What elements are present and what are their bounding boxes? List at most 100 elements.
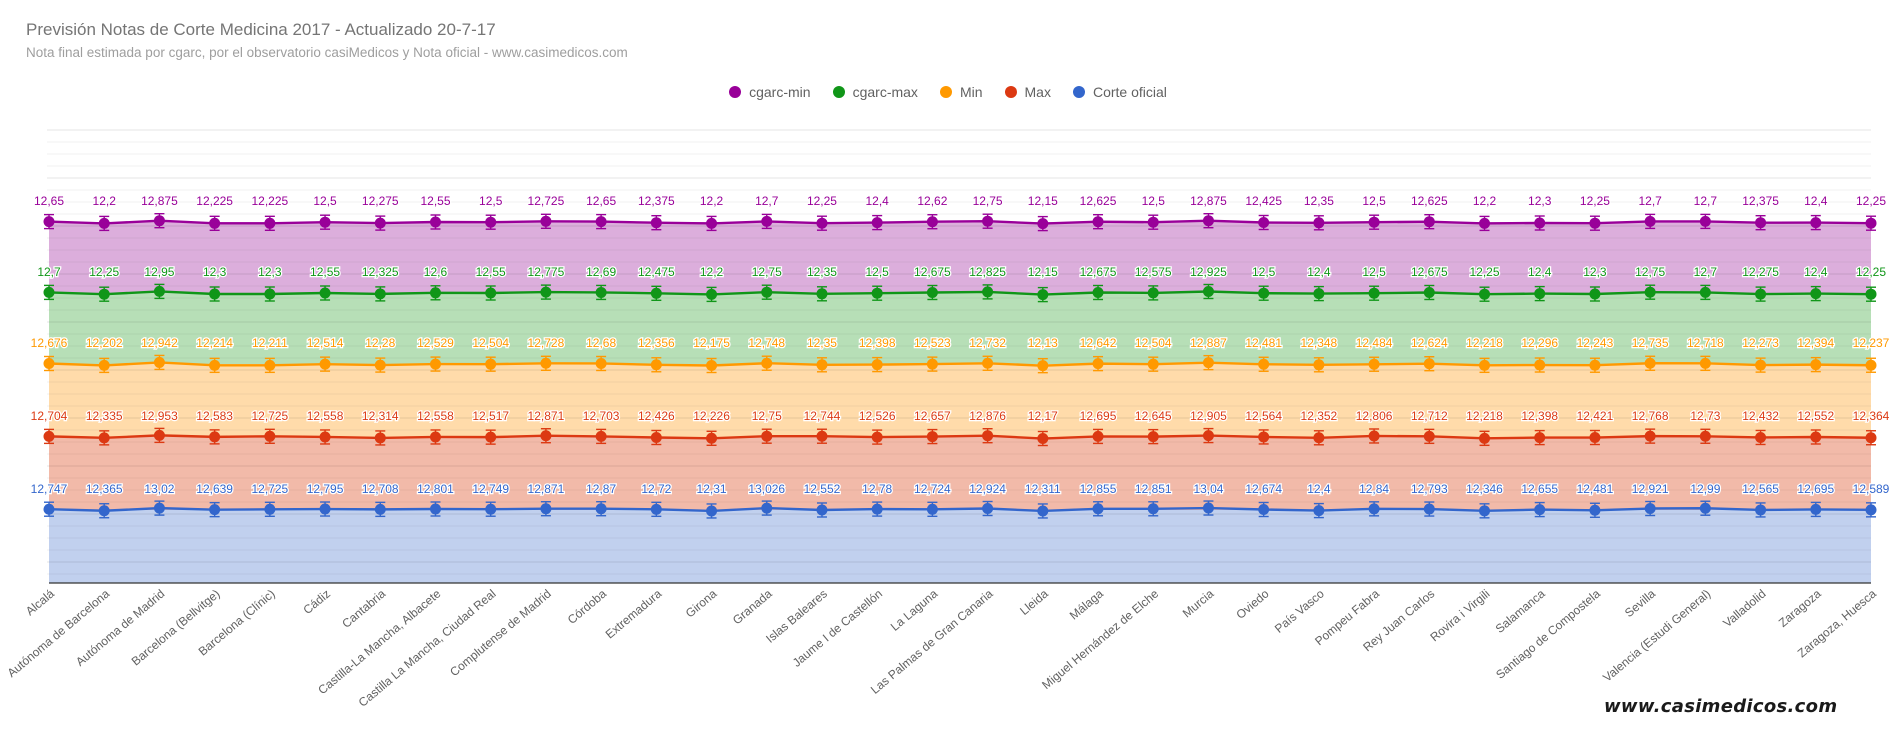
data-label: 12,712: [1411, 409, 1448, 423]
data-point: [209, 288, 221, 300]
data-label: 12,25: [1856, 194, 1886, 208]
legend-item-cgarc-min[interactable]: cgarc-min: [729, 84, 811, 100]
data-point: [264, 359, 276, 371]
data-point: [485, 503, 497, 515]
data-label: 12,475: [638, 265, 675, 279]
data-label: 12,275: [362, 194, 399, 208]
data-label: 12,398: [1521, 409, 1558, 423]
data-point: [1810, 288, 1822, 300]
data-label: 12,529: [417, 336, 454, 350]
x-tick-label: Granada: [730, 586, 775, 627]
data-label: 12,942: [141, 336, 178, 350]
data-point: [1423, 503, 1435, 515]
data-point: [1810, 217, 1822, 229]
x-tick-label: País Vasco: [1272, 586, 1327, 635]
legend-item-min[interactable]: Min: [939, 84, 983, 100]
data-point: [1423, 216, 1435, 228]
data-label: 12,275: [1742, 265, 1779, 279]
data-point: [1644, 286, 1656, 298]
data-point: [816, 288, 828, 300]
data-label: 12,2: [93, 194, 117, 208]
data-label: 12,5: [479, 194, 503, 208]
data-label: 12,364: [1853, 409, 1890, 423]
data-label: 12,69: [586, 265, 616, 279]
data-label: 12,375: [638, 194, 675, 208]
data-label: 12,558: [307, 409, 344, 423]
data-point: [761, 430, 773, 442]
area-fill: [49, 510, 1871, 583]
data-label: 12,62: [917, 194, 947, 208]
data-label: 12,484: [1356, 336, 1393, 350]
x-tick-label: Córdoba: [565, 586, 610, 627]
chart-legend: cgarc-min cgarc-max Min Max Corte oficial: [0, 84, 1896, 100]
data-point: [926, 431, 938, 443]
data-label: 12,68: [586, 336, 616, 350]
data-label: 12,75: [973, 194, 1003, 208]
data-point: [209, 504, 221, 516]
data-point: [264, 430, 276, 442]
data-point: [650, 359, 662, 371]
data-label: 12,237: [1853, 336, 1890, 350]
data-label: 12,7: [1694, 265, 1718, 279]
data-label: 12,523: [914, 336, 951, 350]
data-label: 12,7: [1638, 194, 1662, 208]
data-point: [1755, 288, 1767, 300]
data-label: 12,514: [307, 336, 344, 350]
data-label: 12,218: [1466, 336, 1503, 350]
data-point: [1479, 359, 1491, 371]
data-point: [540, 357, 552, 369]
data-point: [982, 503, 994, 515]
data-label: 12,552: [1797, 409, 1834, 423]
data-label: 12,504: [1135, 336, 1172, 350]
data-label: 12,4: [1307, 482, 1331, 496]
data-label: 12,28: [365, 336, 395, 350]
data-point: [1147, 431, 1159, 443]
data-label: 12,718: [1687, 336, 1724, 350]
data-point: [1699, 430, 1711, 442]
data-label: 12,642: [1080, 336, 1117, 350]
data-label: 12,375: [1742, 194, 1779, 208]
data-point: [706, 360, 718, 371]
data-point: [1479, 505, 1491, 517]
data-point: [1037, 360, 1049, 372]
data-label: 12,31: [697, 482, 727, 496]
data-label: 12,674: [1245, 482, 1282, 496]
data-label: 12,744: [804, 409, 841, 423]
legend-item-cgarc-max[interactable]: cgarc-max: [832, 84, 918, 100]
data-point: [43, 357, 55, 369]
data-label: 12,73: [1690, 409, 1720, 423]
data-label: 12,15: [1028, 194, 1058, 208]
legend-item-corte-oficial[interactable]: Corte oficial: [1072, 84, 1167, 100]
data-label: 12,348: [1301, 336, 1338, 350]
data-point: [1313, 505, 1325, 517]
data-label: 12,875: [141, 194, 178, 208]
data-point: [926, 358, 938, 370]
data-point: [1092, 358, 1104, 370]
data-point: [98, 217, 110, 229]
legend-swatch: [1004, 86, 1017, 98]
data-point: [264, 288, 276, 300]
data-point: [1755, 504, 1767, 516]
data-label: 12,728: [528, 336, 565, 350]
data-point: [1147, 216, 1159, 228]
data-point: [1313, 217, 1325, 229]
data-label: 12,793: [1411, 482, 1448, 496]
data-label: 12,735: [1632, 336, 1669, 350]
data-label: 12,655: [1521, 482, 1558, 496]
legend-item-max[interactable]: Max: [1004, 84, 1051, 100]
legend-swatch: [729, 86, 742, 98]
data-label: 12,365: [86, 482, 123, 496]
data-label: 12,768: [1632, 409, 1669, 423]
legend-swatch: [832, 86, 845, 98]
data-label: 12,887: [1190, 336, 1227, 350]
data-label: 12,851: [1135, 482, 1172, 496]
data-label: 12,75: [752, 265, 782, 279]
data-point: [1313, 288, 1325, 300]
data-point: [319, 431, 331, 443]
data-label: 12,17: [1028, 409, 1058, 423]
x-tick-label: Extremadura: [603, 586, 665, 641]
data-label: 12,725: [251, 482, 288, 496]
data-label: 12,5: [1252, 265, 1276, 279]
data-point: [1589, 504, 1601, 516]
data-label: 12,675: [1080, 265, 1117, 279]
